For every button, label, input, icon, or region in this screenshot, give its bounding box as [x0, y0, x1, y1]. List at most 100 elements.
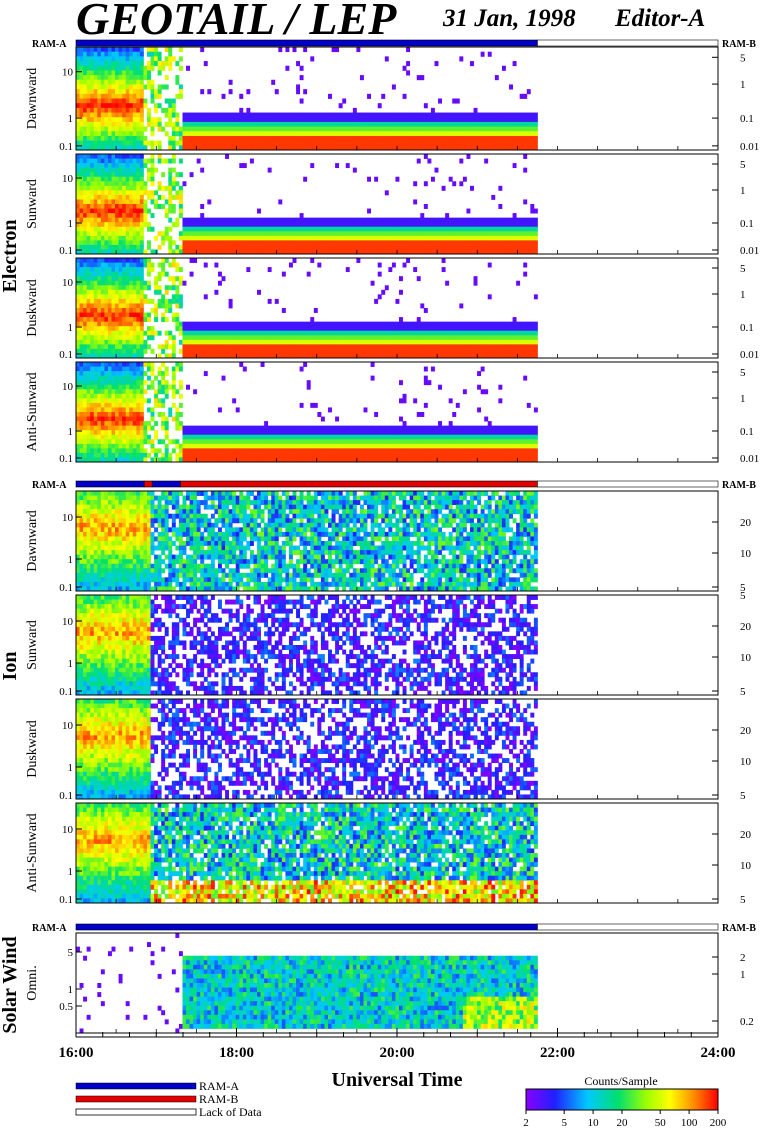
heatmap-cell [168, 457, 173, 463]
heatmap-cell [459, 145, 464, 151]
heatmap-cell [381, 117, 386, 123]
heatmap-cell [76, 240, 80, 246]
heatmap-cell [509, 339, 513, 345]
heatmap-cell [129, 362, 134, 367]
heatmap-cell [445, 249, 450, 255]
heatmap-cell [83, 145, 88, 151]
heatmap-cell [97, 375, 102, 381]
heatmap-cell [193, 117, 198, 123]
heatmap-cell [150, 330, 155, 336]
mode-bar-left-label: RAM-A [32, 480, 67, 491]
heatmap-cell [125, 407, 130, 413]
heatmap-cell [391, 344, 396, 350]
heatmap-cell [76, 407, 80, 413]
heatmap-cell [76, 121, 80, 127]
heatmap-cell [217, 339, 222, 345]
heatmap-cell [115, 107, 119, 113]
heatmap-cell [281, 240, 286, 246]
heatmap-cell [86, 70, 91, 76]
heatmap-cell [377, 335, 382, 341]
heatmap-cell [83, 65, 88, 71]
heatmap-cell [97, 98, 102, 104]
heatmap-cell [381, 112, 386, 118]
heatmap-cell [111, 61, 116, 67]
heatmap-cell [146, 312, 151, 318]
heatmap-cell [345, 326, 350, 332]
heatmap-cell [207, 145, 212, 151]
heatmap-cell [178, 84, 183, 90]
heatmap-cell [505, 145, 510, 151]
heatmap-cell [171, 335, 176, 341]
heatmap-cell [473, 131, 478, 137]
heatmap-cell [228, 145, 233, 151]
heatmap-cell [83, 421, 88, 427]
heatmap-cell [281, 140, 286, 146]
heatmap-cell [342, 226, 347, 232]
heatmap-cell [281, 135, 286, 142]
heatmap-cell [104, 158, 109, 164]
heatmap-cell [335, 222, 340, 228]
heatmap-cell [228, 303, 233, 309]
heatmap-cell [189, 348, 194, 354]
heatmap-cell [288, 117, 293, 123]
heatmap-cell [90, 267, 95, 273]
heatmap-cell [193, 249, 198, 255]
heatmap-cell [139, 117, 144, 123]
heatmap-cell [278, 47, 283, 53]
heatmap-cell [129, 89, 134, 95]
heatmap-cell [257, 321, 261, 327]
heatmap-cell [509, 117, 513, 123]
heatmap-cell [122, 303, 127, 309]
heatmap-cell [111, 145, 116, 151]
heatmap-cell [139, 51, 144, 57]
heatmap-cell [129, 103, 134, 109]
heatmap-cell [317, 244, 322, 250]
heatmap-cell [193, 112, 198, 118]
heatmap-cell [466, 145, 471, 151]
heatmap-cell [111, 231, 116, 237]
heatmap-cell [100, 154, 105, 159]
heatmap-cell [157, 330, 162, 336]
heatmap-cell [107, 380, 112, 386]
heatmap-cell [86, 213, 91, 219]
heatmap-cell [501, 335, 506, 341]
heatmap-cell [125, 380, 130, 386]
heatmap-cell [129, 61, 134, 67]
heatmap-cell [111, 443, 116, 449]
heatmap-cell [335, 326, 340, 332]
heatmap-cell [150, 362, 155, 367]
heatmap-cell [146, 140, 151, 146]
heatmap-cell [367, 330, 372, 336]
heatmap-cell [491, 222, 496, 228]
heatmap-cell [168, 298, 173, 304]
heatmap-cell [225, 330, 230, 336]
heatmap-cell [125, 176, 130, 182]
heatmap-cell [104, 303, 109, 309]
heatmap-cell [125, 75, 130, 81]
heatmap-cell [324, 353, 329, 359]
heatmap-cell [452, 321, 457, 327]
heatmap-cell [178, 452, 183, 458]
heatmap-cell [526, 330, 531, 336]
heatmap-cell [79, 321, 84, 327]
heatmap-cell [90, 362, 95, 367]
heatmap-cell [480, 244, 485, 250]
heatmap-cell [122, 430, 127, 436]
right-tick-label: 0.01 [740, 245, 759, 257]
heatmap-cell [338, 348, 343, 354]
heatmap-cell [228, 112, 233, 118]
heatmap-cell [434, 348, 439, 354]
heatmap-cell [356, 47, 361, 53]
heatmap-cell [331, 244, 336, 250]
heatmap-cell [178, 267, 183, 273]
heatmap-cell [402, 117, 407, 123]
heatmap-cell [434, 135, 439, 142]
heatmap-cell [93, 185, 98, 191]
heatmap-cell [455, 131, 460, 137]
heatmap-cell [271, 121, 276, 127]
heatmap-cell [139, 56, 144, 62]
heatmap-cell [494, 135, 499, 142]
heatmap-cell [509, 226, 513, 232]
heatmap-cell [150, 172, 155, 178]
heatmap-cell [434, 240, 439, 246]
